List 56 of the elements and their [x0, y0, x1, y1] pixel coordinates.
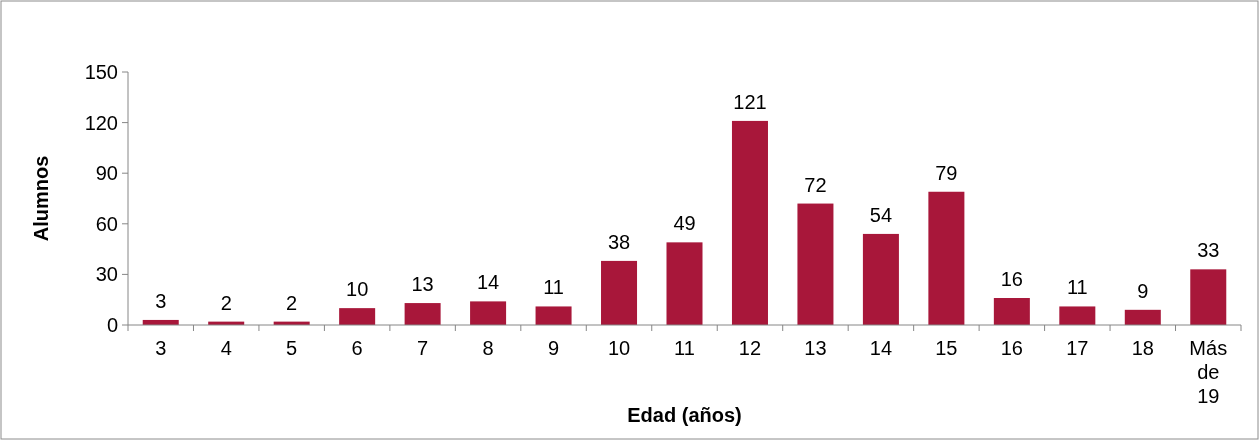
bar — [1124, 309, 1161, 325]
bar — [601, 260, 638, 325]
data-label: 79 — [935, 161, 958, 184]
bar — [666, 242, 703, 325]
data-label: 49 — [673, 212, 696, 235]
data-label: 11 — [1066, 276, 1088, 299]
x-tick-label: 8 — [482, 337, 494, 359]
bar — [339, 308, 376, 325]
x-tick-label: 16 — [1000, 337, 1023, 359]
x-tick-label: 4 — [220, 337, 232, 359]
x-tick-label: Más de 19 — [1189, 337, 1228, 407]
bar — [1190, 269, 1227, 325]
data-label: 9 — [1137, 279, 1149, 302]
x-tick-label: 10 — [607, 337, 631, 359]
x-tick-label: 12 — [738, 337, 762, 359]
data-label: 54 — [869, 203, 893, 226]
x-tick-label: 7 — [417, 337, 429, 359]
data-label: 2 — [286, 291, 298, 314]
y-tick-label: 150 — [84, 61, 118, 83]
x-tick-label: 13 — [804, 337, 827, 359]
x-tick-label: 5 — [286, 337, 298, 359]
data-label: 14 — [476, 271, 500, 294]
data-label: 2 — [220, 291, 232, 314]
bar — [535, 306, 572, 325]
y-axis-title: Alumnos — [30, 155, 52, 242]
x-tick-label: 14 — [869, 337, 893, 359]
bar — [731, 120, 768, 325]
bar — [993, 298, 1030, 325]
bar — [470, 301, 507, 325]
y-tick-label: 90 — [95, 162, 118, 185]
x-tick-label: 17 — [1066, 337, 1089, 359]
data-label: 33 — [1197, 239, 1220, 262]
bar — [862, 233, 899, 325]
x-tick-label: 11 — [674, 337, 695, 359]
data-label: 38 — [607, 230, 631, 253]
x-tick-label: 9 — [548, 337, 560, 359]
bar — [928, 191, 965, 325]
data-label: 13 — [411, 273, 434, 296]
x-tick-label: 18 — [1131, 337, 1154, 359]
data-label: 121 — [733, 90, 767, 113]
y-tick-label: 30 — [95, 263, 118, 286]
y-tick-label: 0 — [106, 314, 118, 336]
data-label: 16 — [1000, 268, 1023, 291]
data-label: 10 — [346, 278, 369, 301]
bar — [404, 303, 441, 325]
bar — [1059, 306, 1096, 325]
y-tick-label: 60 — [95, 212, 118, 235]
x-tick-label: 6 — [351, 337, 363, 359]
data-label: 72 — [804, 173, 827, 196]
x-axis-title: Edad (años) — [627, 404, 742, 426]
x-tick-label: 3 — [155, 337, 167, 359]
data-label: 3 — [155, 289, 167, 312]
bar — [797, 203, 834, 325]
x-tick-label: 15 — [935, 337, 958, 359]
y-tick-label: 120 — [84, 111, 118, 134]
data-label: 11 — [543, 276, 564, 299]
